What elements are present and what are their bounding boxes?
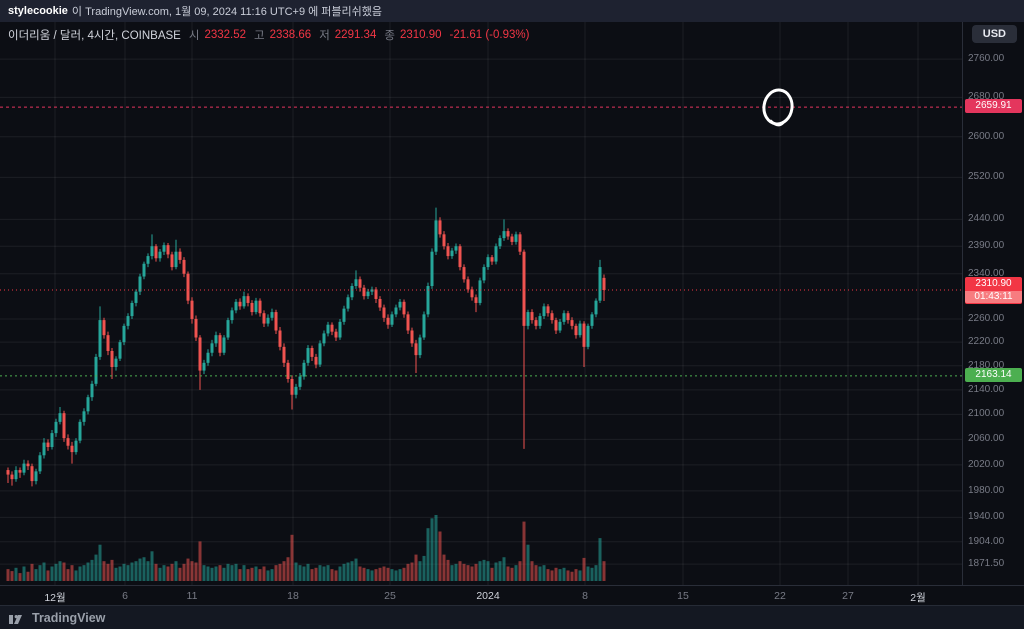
- time-axis-label: 18: [287, 590, 299, 602]
- time-axis-label: 15: [677, 590, 689, 602]
- price-axis-label: 2600.00: [968, 130, 1005, 142]
- price-axis-label: 2020.00: [968, 458, 1005, 470]
- time-axis-label: 8: [582, 590, 588, 602]
- price-axis-label: 2440.00: [968, 213, 1005, 225]
- time-axis-label: 12월: [44, 592, 66, 604]
- price-axis-label: 1980.00: [968, 484, 1005, 496]
- price-axis-label: 2340.00: [968, 267, 1005, 279]
- time-axis-label: 6: [122, 590, 128, 602]
- price-axis-label: 2060.00: [968, 433, 1005, 445]
- symbol-title[interactable]: 이더리움 / 달러, 4시간, COINBASE: [8, 30, 181, 42]
- price-level-lines[interactable]: [0, 106, 962, 377]
- price-axis-label: 2260.00: [968, 312, 1005, 324]
- price-badge-value: 2163.14: [975, 368, 1012, 380]
- time-axis[interactable]: 12월 6 11 18 25 2024 8 15 22 27 2월: [0, 585, 1024, 605]
- price-axis-label: 2520.00: [968, 171, 1005, 183]
- publish-info-text: 이 TradingView.com, 1월 09, 2024 11:16 UTC…: [71, 6, 383, 18]
- ohlc-open-label: 시: [188, 30, 200, 42]
- price-axis-label: 1940.00: [968, 511, 1005, 523]
- alert-price-badge: 2659.91: [965, 99, 1022, 114]
- ohlc-close-label: 종: [384, 30, 395, 42]
- price-axis-label: 2390.00: [968, 240, 1005, 252]
- ohlc-high-value: 2338.66: [269, 29, 312, 41]
- ohlc-high-label: 고: [254, 30, 265, 42]
- price-axis-label: 2140.00: [968, 383, 1005, 395]
- ohlc-open-value: 2332.52: [204, 29, 247, 41]
- bar-close-countdown: 01:43:11: [965, 291, 1022, 303]
- ohlc-low-label: 저: [319, 30, 330, 42]
- price-axis-label: 2680.00: [968, 91, 1005, 103]
- price-axis-label: 2760.00: [968, 53, 1005, 65]
- price-badge-value: 2310.90: [975, 278, 1012, 289]
- price-badge-value: 2659.91: [975, 100, 1012, 112]
- publisher-username[interactable]: stylecookie: [8, 5, 68, 17]
- time-axis-label: 2024: [476, 590, 500, 602]
- ohlc-close-value: 2310.90: [399, 29, 442, 41]
- symbol-header: 이더리움 / 달러, 4시간, COINBASE 시 2332.52 고 233…: [8, 27, 529, 43]
- support-price-badge: 2163.14: [965, 367, 1022, 382]
- tradingview-logo-icon[interactable]: [8, 611, 26, 625]
- hand-drawn-circle-annotation[interactable]: [762, 88, 794, 127]
- time-axis-label: 27: [842, 590, 854, 602]
- grid-lines: [0, 22, 962, 585]
- time-axis-label: 11: [186, 590, 198, 602]
- time-axis-label: 25: [384, 590, 396, 602]
- price-axis-label: 1871.50: [968, 558, 1005, 570]
- footer-bar: TradingView: [0, 605, 1024, 629]
- time-axis-label: 2월: [910, 592, 926, 604]
- ohlc-low-value: 2291.34: [334, 29, 377, 41]
- ohlc-change-value: -21.61 (-0.93%): [449, 29, 530, 41]
- price-axis[interactable]: 2760.00 2680.00 2600.00 2520.00 2440.00 2390.…: [962, 22, 1024, 585]
- price-axis-label: 1904.00: [968, 535, 1005, 547]
- price-axis-label: 2220.00: [968, 336, 1005, 348]
- publish-bar: stylecookie 이 TradingView.com, 1월 09, 20…: [0, 0, 1024, 22]
- time-axis-label: 22: [774, 590, 786, 602]
- candlestick-series: [6, 207, 606, 487]
- last-price-badge: 2310.90 01:43:11: [965, 277, 1022, 304]
- tradingview-logo-text[interactable]: TradingView: [32, 610, 106, 625]
- price-axis-label: 2180.00: [968, 359, 1005, 371]
- price-axis-label: 2100.00: [968, 408, 1005, 420]
- currency-toggle-button[interactable]: USD: [971, 25, 1017, 43]
- volume-bars: [6, 515, 606, 581]
